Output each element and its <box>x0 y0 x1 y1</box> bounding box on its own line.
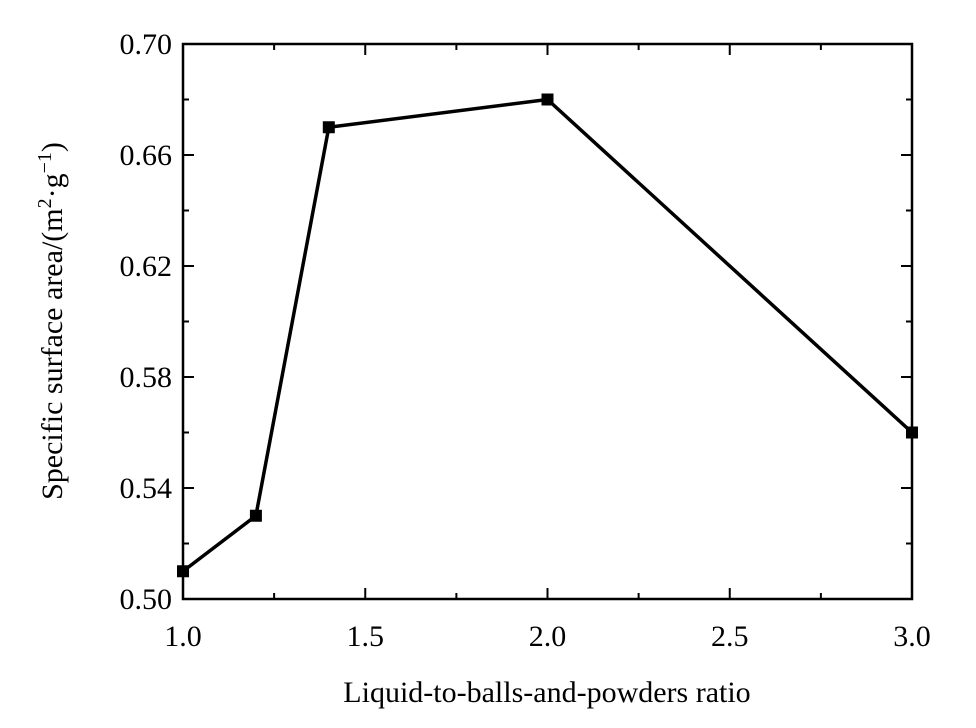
y-axis-label-middle: ·g <box>36 173 69 198</box>
x-tick-label: 1.5 <box>347 620 385 653</box>
y-tick-label: 0.70 <box>120 28 173 61</box>
data-point <box>249 509 262 522</box>
y-tick-label: 0.62 <box>120 250 173 283</box>
data-point <box>177 565 189 578</box>
y-axis-label-sup2: −1 <box>34 152 56 173</box>
y-axis-label-suffix: ) <box>36 142 69 152</box>
y-tick-label: 0.50 <box>120 583 173 616</box>
y-tick-label: 0.58 <box>120 361 173 394</box>
y-axis-label-sup1: 2 <box>34 198 56 208</box>
x-tick-label: 2.5 <box>711 620 749 653</box>
y-axis-label-prefix: Specific surface area/(m <box>36 208 69 500</box>
axis-tick-labels: 1.0 1.5 2.0 2.5 3.0 0.50 0.54 0.58 0.62 0.66 0.70 <box>120 28 931 653</box>
x-tick-label: 1.0 <box>164 620 202 653</box>
y-tick-label: 0.66 <box>120 139 173 172</box>
x-tick-label: 3.0 <box>893 620 931 653</box>
data-point <box>322 121 335 134</box>
data-point <box>541 93 554 106</box>
data-point <box>906 426 918 439</box>
y-axis-label: Specific surface area/(m2·g−1) <box>34 142 69 500</box>
x-tick-label: 2.0 <box>529 620 567 653</box>
series-line <box>181 97 914 573</box>
y-tick-label: 0.54 <box>120 472 173 505</box>
x-axis-label: Liquid-to-balls-and-powders ratio <box>343 676 750 709</box>
series-markers <box>177 93 918 578</box>
axis-ticks <box>182 43 913 600</box>
